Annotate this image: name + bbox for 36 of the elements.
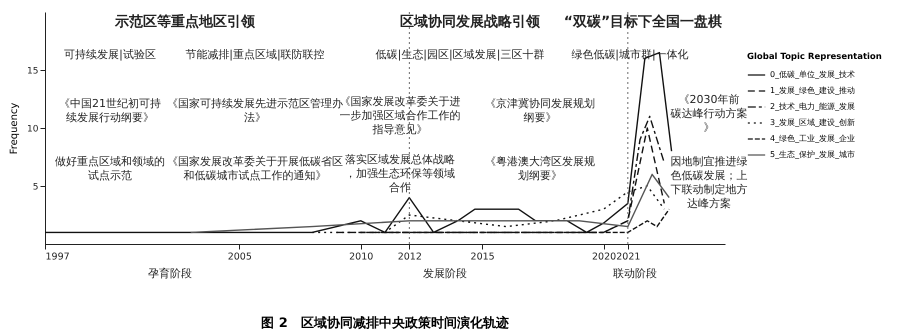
legend-title: Global Topic Representation: [747, 52, 882, 62]
text: 发展阶段: [423, 267, 467, 280]
text: 联动阶段: [613, 267, 657, 280]
annotation: 因地制宜推进绿色低碳发展；上下联动制定地方达峰方案: [670, 155, 748, 210]
annotation: 《国家发展改革委关于开展低碳省区和低碳城市试点工作的通知》: [167, 155, 343, 182]
x-tick-label: 2020: [592, 252, 616, 262]
annotation: 《中国21世纪初可持续发展行动纲要》: [59, 97, 161, 124]
annotation: 《2030年前碳达峰行动方案》: [670, 93, 748, 134]
text: 孕育阶段: [148, 267, 192, 280]
y-axis-title: Frequency: [9, 102, 20, 154]
x-tick-label: 2015: [470, 252, 495, 262]
x-tick-label: 1997: [46, 252, 70, 262]
x-tick-label: 2012: [398, 252, 422, 262]
x-tick-label: 2021: [616, 252, 640, 262]
y-tick-label: 5: [32, 182, 38, 192]
legend-label: 3_发展_区域_建设_创新: [770, 118, 856, 127]
legend-label: 5_生态_保护_发展_城市: [770, 150, 856, 159]
legend-label: 0_低碳_单位_发展_技术: [770, 70, 856, 79]
annotation: 示范区等重点地区引领: [114, 14, 256, 30]
annotation: 落实区域发展总体战略，加强生态环保等领域合作: [345, 153, 455, 194]
annotation: 可持续发展|试验区: [64, 48, 156, 61]
legend-label: 1_发展_绿色_建设_推动: [770, 86, 856, 95]
annotation: “双碳”目标下全国一盘棋: [564, 14, 722, 30]
annotation: 《粤港澳大湾区发展规划纲要》: [485, 155, 595, 182]
x-tick-label: 2005: [228, 252, 252, 262]
y-tick-label: 15: [27, 66, 38, 76]
annotation: 低碳|生态|园区|区域发展|三区十群: [376, 48, 544, 61]
annotation: 区域协同发展战略引领: [400, 14, 541, 30]
text: 图 2 区域协同减排中央政策时间演化轨迹: [261, 315, 509, 331]
y-tick-label: 10: [27, 124, 39, 134]
annotation: 节能减排|重点区域|联防联控: [185, 48, 325, 61]
x-tick-label: 2010: [349, 252, 374, 262]
annotation: 《京津冀协同发展规划纲要》: [485, 97, 595, 124]
annotation: 做好重点区域和领域的试点示范: [55, 155, 165, 182]
legend-label: 4_绿色_工业_发展_企业: [770, 134, 856, 143]
legend-label: 2_技术_电力_能源_发展: [770, 102, 856, 111]
